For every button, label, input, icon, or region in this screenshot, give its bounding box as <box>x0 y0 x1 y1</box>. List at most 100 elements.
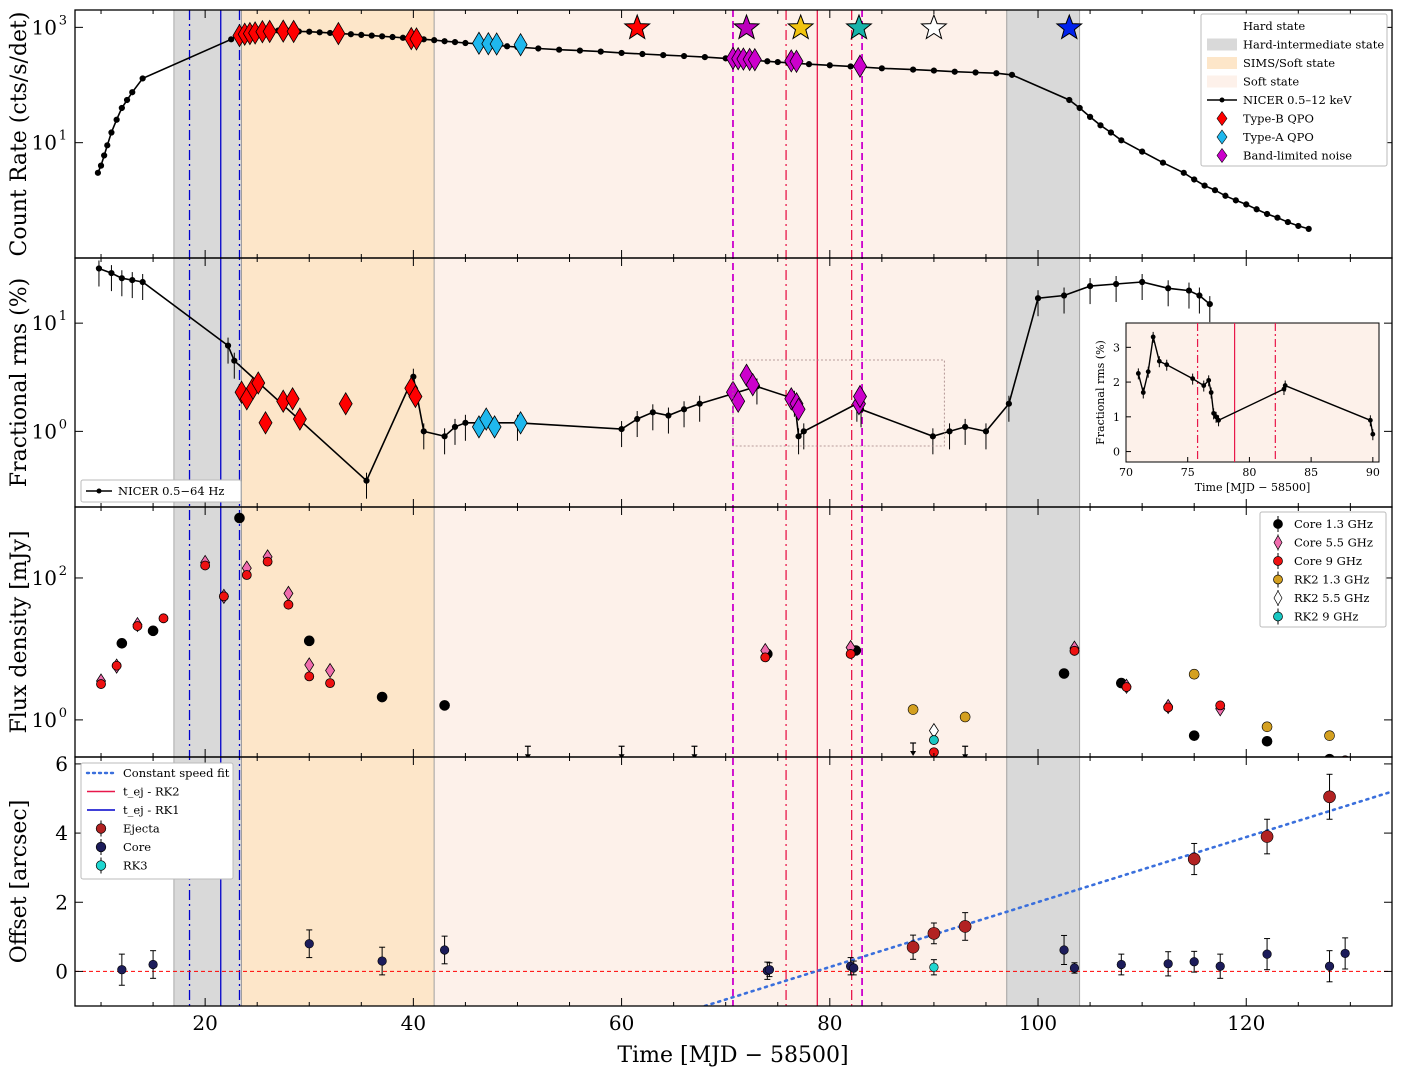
count-rate-point <box>535 45 542 52</box>
inset-point <box>1367 417 1373 423</box>
legend-count-rate: Hard state Hard-intermediate state SIMS/So… <box>1200 13 1388 167</box>
qpo-rms-marker <box>292 407 307 431</box>
flux-marker <box>376 691 388 703</box>
rms-point <box>680 406 688 413</box>
y-tick-label: 10 <box>32 708 57 732</box>
offset-point <box>304 939 314 949</box>
inset-point <box>1216 417 1221 423</box>
count-rate-point <box>1076 104 1083 112</box>
offset-point <box>1324 961 1335 971</box>
flux-marker <box>907 704 919 715</box>
flux-marker <box>96 679 106 689</box>
y-tick-label: 2 <box>55 890 68 914</box>
offset-point <box>1059 945 1069 955</box>
legend-label: Type-B QPO <box>1243 112 1314 126</box>
qpo-rms-marker <box>338 391 353 416</box>
legend-label: NICER 0.5–12 keV <box>1243 93 1352 107</box>
flux-marker <box>325 662 336 679</box>
legend-rms: NICER 0.5−64 Hz <box>80 479 242 503</box>
inset-ytick-label: 1 <box>1113 411 1120 424</box>
y-axis-label: Fractional rms (%) <box>7 278 32 487</box>
count-rate-point <box>1305 225 1312 232</box>
legend-marker <box>95 841 107 853</box>
inset-xtick-label: 70 <box>1119 466 1133 479</box>
rms-point <box>1206 300 1213 308</box>
panel-offset <box>75 773 1392 1006</box>
flux-marker <box>1324 753 1335 757</box>
count-rate-point <box>972 69 979 76</box>
qpo-rms-marker <box>513 411 528 435</box>
inset-xlabel: Time [MJD − 58500] <box>1195 481 1311 494</box>
y-tick-label: 4 <box>55 821 68 845</box>
offset-point <box>117 965 127 975</box>
y-tick-label-exponent: 1 <box>59 309 67 324</box>
inset-ytick-label: 2 <box>1113 376 1120 389</box>
rms-point <box>665 412 672 419</box>
legend-label: RK2 5.5 GHz <box>1294 591 1369 605</box>
y-tick-label: 10 <box>32 131 57 155</box>
inset-xtick-label: 80 <box>1242 466 1256 479</box>
rms-point <box>1034 295 1042 302</box>
count-rate-point <box>118 104 125 112</box>
epoch-star <box>845 13 873 40</box>
rms-point <box>108 270 115 277</box>
inset-point <box>1135 370 1141 376</box>
legend-marker <box>1273 590 1283 606</box>
rms-point <box>929 433 936 440</box>
y-axis-label: Flux density [mJy] <box>7 530 32 733</box>
rms-point <box>982 428 990 435</box>
rms-point <box>420 428 427 435</box>
rms-point <box>634 415 641 423</box>
inset-point <box>1211 410 1217 416</box>
qpo-marker <box>489 32 504 56</box>
inset-point <box>1145 369 1151 375</box>
count-rate-point <box>129 89 136 96</box>
rms-point <box>800 428 807 435</box>
count-rate-point <box>701 53 708 61</box>
count-rate-point <box>462 39 469 47</box>
count-rate-point <box>306 28 313 35</box>
count-rate-point <box>556 46 563 53</box>
inset-point <box>1282 383 1288 388</box>
inset-point <box>1190 376 1196 381</box>
y-tick-label: 10 <box>32 419 57 443</box>
count-rate-point <box>1211 187 1219 194</box>
count-rate-point <box>451 39 459 46</box>
count-rate-point <box>97 162 105 169</box>
rms-point <box>946 428 953 435</box>
qpo-marker <box>276 19 291 43</box>
offset-point <box>1116 959 1126 970</box>
rms-inset: 70 75 80 85 90 0 1 2 3 Time [MJD − 58500] Fraction… <box>1094 322 1380 494</box>
inset-xtick-label: 90 <box>1366 466 1380 479</box>
zoom-box <box>732 359 945 447</box>
legend-label: Soft state <box>1243 75 1299 89</box>
flux-marker <box>283 599 294 610</box>
count-rate-point <box>1201 182 1208 189</box>
qpo-marker <box>262 19 277 44</box>
rms-point <box>441 433 448 440</box>
offset-point <box>439 945 450 955</box>
legend-label: Type-A QPO <box>1243 130 1314 144</box>
offset-point <box>1069 963 1080 973</box>
offset-point <box>929 962 939 972</box>
y-axis-label: Count Rate (cts/s/det) <box>7 12 32 257</box>
count-rate-point <box>774 58 781 66</box>
rms-point <box>649 409 656 416</box>
panel-frame <box>74 756 1393 1007</box>
rms-point <box>451 423 459 430</box>
count-rate-point <box>316 29 323 36</box>
legend-diamond <box>1216 110 1228 127</box>
legend-label: Core 1.3 GHz <box>1294 517 1373 531</box>
inset-xtick-label: 85 <box>1304 466 1318 479</box>
x-tick-label: 120 <box>1227 1011 1265 1035</box>
count-rate-point <box>639 50 646 58</box>
count-rate-point <box>878 65 885 72</box>
count-rate-point <box>1118 137 1125 144</box>
flux-marker <box>325 678 335 688</box>
count-rate-point <box>108 129 115 136</box>
rms-point <box>1196 292 1203 299</box>
flux-marker <box>262 556 273 567</box>
count-rate-point <box>1086 113 1094 120</box>
qpo-marker <box>286 19 301 44</box>
count-rate-point <box>379 33 386 40</box>
